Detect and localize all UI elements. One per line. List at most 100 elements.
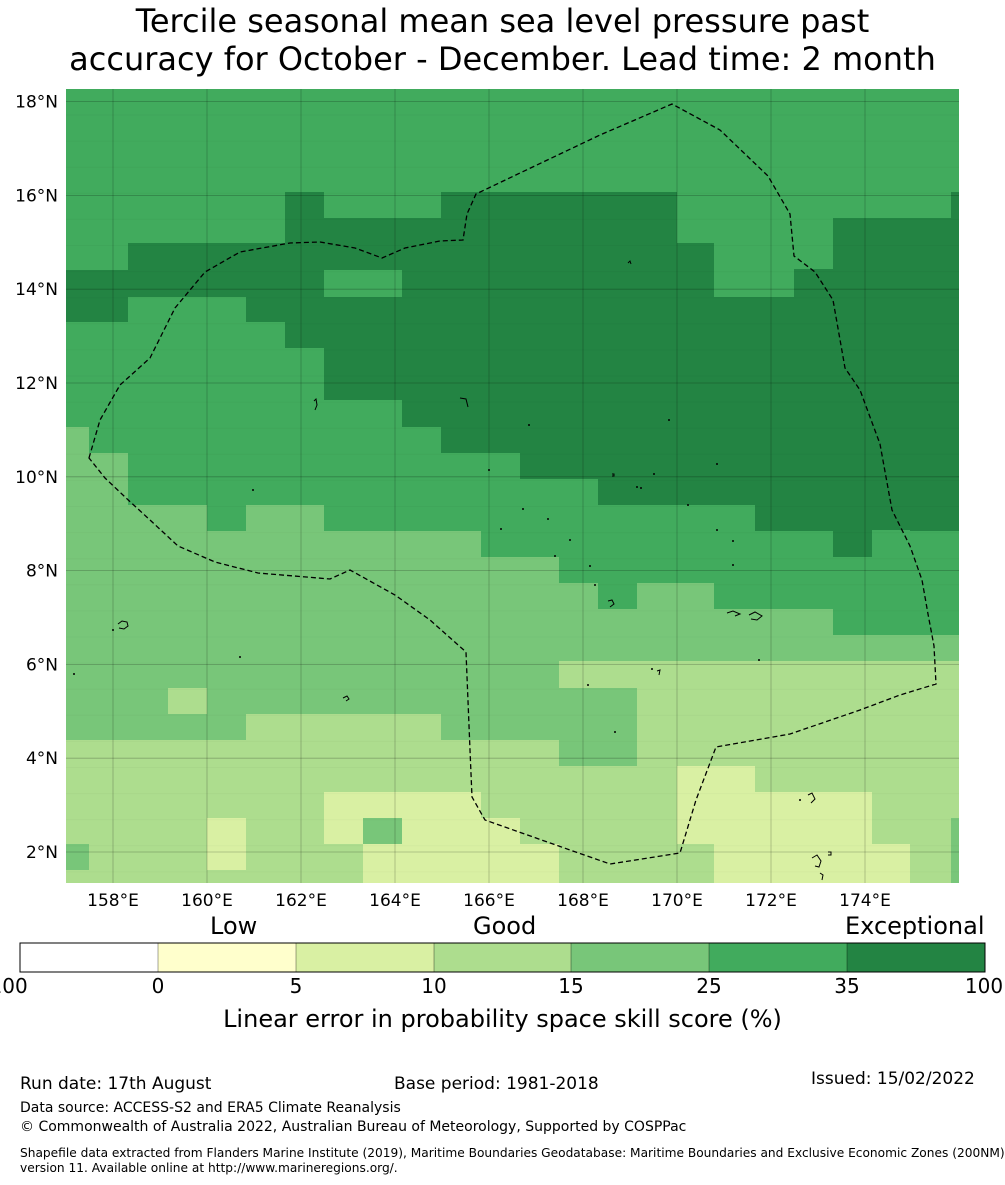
colorbar-segment — [20, 943, 158, 972]
base-period: Base period: 1981-2018 — [394, 1074, 599, 1094]
longitude-tick-label: 158°E — [87, 891, 139, 911]
colorbar-tick-label: 0 — [151, 974, 165, 998]
latitude-axis: 18°N 16°N 14°N 12°N 10°N 8°N 6°N 4°N 2°N — [15, 93, 58, 863]
colorbar-tick-label: 100 — [964, 974, 1004, 998]
island-dot — [522, 508, 524, 510]
longitude-tick-label: 162°E — [275, 891, 327, 911]
island-outline — [627, 260, 632, 265]
colorbar-label-low: Low — [210, 912, 258, 940]
skill-region — [66, 192, 959, 557]
title-line-2: accuracy for October - December. Lead ti… — [69, 40, 936, 78]
skill-cell — [951, 818, 959, 883]
colorbar-segment — [296, 943, 434, 972]
island-dot — [653, 473, 655, 475]
island-outline — [607, 599, 615, 608]
island-outline — [656, 669, 661, 676]
run-date: Run date: 17th August — [20, 1074, 212, 1094]
island-outline — [459, 397, 469, 408]
longitude-tick-label: 170°E — [651, 891, 703, 911]
shapefile-credit-line-2: version 11. Available online at http://w… — [20, 1161, 398, 1175]
skill-cell — [559, 505, 598, 557]
island-dot — [614, 731, 616, 733]
colorbar-segment — [158, 943, 296, 972]
map-plot-area — [66, 89, 959, 883]
colorbar-tick-label: 25 — [696, 974, 722, 998]
colorbar-tick-label: 5 — [289, 974, 303, 998]
longitude-tick-label: 164°E — [369, 891, 421, 911]
latitude-tick-label: 16°N — [15, 186, 58, 206]
longitude-tick-label: 168°E — [557, 891, 609, 911]
latitude-tick-label: 14°N — [15, 280, 58, 300]
island-dot — [651, 668, 653, 670]
island-dot — [732, 540, 734, 542]
island-outline — [342, 695, 350, 702]
island-dot — [799, 799, 801, 801]
island-outline — [807, 792, 816, 804]
island-dot — [547, 518, 549, 520]
colorbar-label-good: Good — [473, 912, 537, 940]
data-source: Data source: ACCESS-S2 and ERA5 Climate … — [20, 1100, 401, 1116]
latitude-tick-label: 18°N — [15, 93, 58, 113]
skill-cell — [168, 688, 207, 714]
skill-region — [677, 766, 910, 883]
island-dot — [239, 656, 241, 658]
island-dot — [668, 419, 670, 421]
latitude-tick-label: 2°N — [26, 843, 58, 863]
island-dot — [252, 489, 254, 491]
island-dot — [716, 529, 718, 531]
longitude-tick-label: 172°E — [745, 891, 797, 911]
copyright-notice: © Commonwealth of Australia 2022, Austra… — [20, 1119, 687, 1135]
colorbar-caption: Linear error in probability space skill … — [223, 1005, 782, 1033]
island-dot — [594, 584, 596, 586]
island-dot — [636, 486, 638, 488]
island-dot — [112, 629, 114, 631]
latitude-tick-label: 12°N — [15, 374, 58, 394]
colorbar-tick-label: -100 — [0, 974, 28, 998]
island-outline — [828, 851, 832, 856]
island-dot — [716, 463, 718, 465]
island-outline — [811, 854, 822, 868]
island-dot — [488, 469, 490, 471]
map-title: Tercile seasonal mean sea level pressure… — [0, 2, 1005, 78]
island-dot — [589, 565, 591, 567]
longitude-tick-label: 160°E — [181, 891, 233, 911]
longitude-tick-label: 166°E — [463, 891, 515, 911]
island-outline — [748, 611, 763, 621]
colorbar — [19, 942, 986, 973]
island-dot — [500, 528, 502, 530]
skill-cell — [66, 844, 89, 870]
longitude-tick-label: 174°E — [839, 891, 891, 911]
title-line-1: Tercile seasonal mean sea level pressure… — [135, 2, 870, 40]
skill-cell — [324, 270, 402, 297]
island-dot — [732, 564, 734, 566]
colorbar-label-exceptional: Exceptional — [845, 912, 985, 940]
island-outline — [726, 610, 742, 617]
latitude-tick-label: 6°N — [26, 655, 58, 675]
colorbar-tick-label: 10 — [421, 974, 447, 998]
latitude-tick-label: 10°N — [15, 468, 58, 488]
island-outline — [313, 397, 318, 411]
skill-cell — [363, 818, 402, 844]
colorbar-segment — [434, 943, 571, 972]
colorbar-tick-label: 15 — [558, 974, 584, 998]
latitude-tick-label: 4°N — [26, 749, 58, 769]
colorbar-segment — [709, 943, 847, 972]
island-dot — [687, 504, 689, 506]
skill-region — [324, 792, 559, 883]
shapefile-credit-line-1: Shapefile data extracted from Flanders M… — [20, 1146, 1005, 1160]
island-dot — [528, 424, 530, 426]
island-dot — [554, 555, 556, 557]
colorbar-segment — [571, 943, 709, 972]
latitude-tick-label: 8°N — [26, 562, 58, 582]
skill-cell — [559, 688, 637, 766]
island-outline — [819, 872, 824, 881]
island-dot — [758, 659, 760, 661]
island-dot — [640, 487, 642, 489]
eez-boundary — [88, 103, 937, 865]
skill-region — [207, 818, 246, 870]
island-dot — [569, 539, 571, 541]
colorbar-segment — [847, 943, 985, 972]
island-dot — [587, 684, 589, 686]
colorbar-outline — [19, 942, 986, 973]
